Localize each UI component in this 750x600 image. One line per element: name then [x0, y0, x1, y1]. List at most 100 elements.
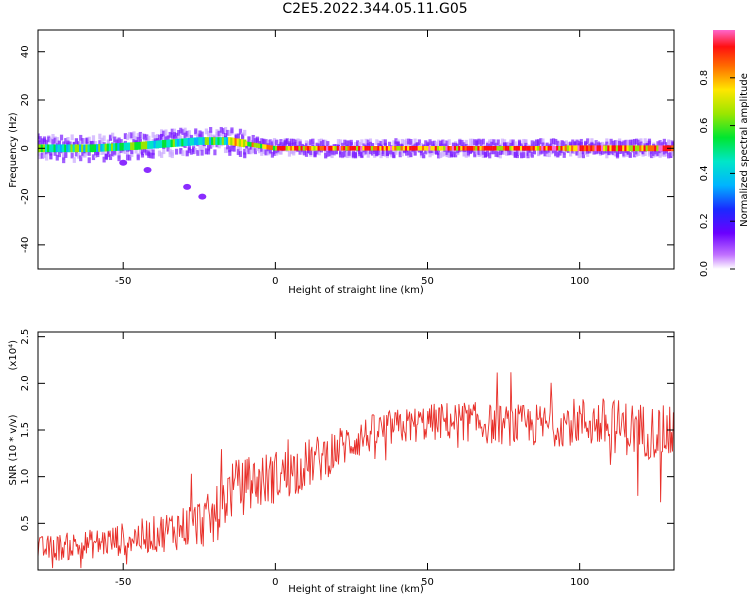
spectral-ridge-cell	[272, 145, 277, 151]
spectral-halo-cell	[298, 148, 302, 155]
spectral-halo-cell	[664, 142, 669, 148]
spectral-ridge-cell	[204, 137, 209, 145]
spectral-ridge-cell	[119, 142, 123, 151]
spectral-halo-cell	[281, 142, 285, 149]
spectral-halo-cell	[443, 150, 447, 156]
spectral-ridge-cell	[330, 145, 334, 151]
spectral-halo-cell	[445, 149, 449, 155]
spectral-halo-cell	[74, 138, 79, 145]
spectral-ridge-cell	[332, 145, 336, 151]
spectral-ridge-cell	[51, 144, 55, 153]
spectral-ridge-cell	[228, 137, 232, 145]
spectral-halo-cell	[66, 136, 70, 143]
spectral-halo-cell	[498, 149, 502, 155]
spectral-halo-cell	[586, 138, 590, 145]
spectral-halo-cell	[147, 135, 151, 142]
spectral-ridge-cell	[355, 145, 360, 151]
spectral-halo-cell	[236, 133, 240, 140]
spectral-halo-cell	[164, 136, 168, 143]
spectral-halo-cell	[79, 134, 83, 141]
spectral-halo-cell	[181, 129, 185, 135]
spectral-ridge-cell	[466, 145, 471, 151]
spectral-halo-cell	[664, 150, 669, 157]
spectral-halo-cell	[347, 140, 351, 147]
spectral-halo-cell	[136, 137, 140, 143]
spectral-halo-cell	[460, 139, 464, 146]
spectral-halo-cell	[366, 142, 370, 149]
spectral-halo-cell	[113, 136, 117, 143]
spectral-ridge-cell	[121, 142, 126, 151]
spectral-halo-cell	[223, 133, 228, 139]
spectral-ridge-cell	[102, 143, 106, 152]
spectral-halo-cell	[160, 133, 164, 140]
spectral-halo-cell	[324, 152, 328, 159]
spectral-ridge-cell	[545, 145, 549, 151]
spectral-halo-cell	[179, 127, 183, 134]
spectral-halo-cell	[575, 139, 579, 146]
spectral-halo-cell	[641, 148, 645, 155]
spectral-ridge-cell	[191, 137, 196, 146]
spectral-halo-cell	[360, 139, 364, 146]
spectral-ridge-cell	[394, 145, 398, 151]
spectral-ridge-cell	[509, 145, 513, 151]
spectral-halo-cell	[441, 150, 445, 157]
spectral-ridge-cell	[240, 139, 245, 147]
spectral-ridge-cell	[436, 145, 441, 151]
spectral-halo-cell	[669, 152, 673, 158]
spectral-halo-cell	[511, 141, 515, 148]
spectral-halo-cell	[91, 140, 96, 147]
spectral-ridge-cell	[61, 144, 66, 153]
spectral-halo-cell	[671, 140, 674, 147]
spectral-halo-cell	[85, 138, 89, 145]
spectral-halo-cell	[292, 142, 296, 149]
spectral-halo-cell	[324, 139, 328, 146]
spectral-halo-cell	[130, 151, 134, 158]
spectral-halo-cell	[405, 141, 409, 147]
spectral-halo-cell	[270, 151, 275, 158]
spectral-halo-cell	[138, 131, 142, 138]
spectral-halo-cell	[108, 154, 113, 161]
spectral-halo-cell	[117, 149, 121, 156]
spectral-ridge-cell	[456, 145, 460, 151]
spectral-ridge-cell	[549, 145, 554, 151]
spectral-halo-cell	[272, 138, 277, 144]
spectral-halo-cell	[353, 151, 358, 158]
spectral-halo-cell	[221, 128, 226, 134]
spectral-halo-cell	[345, 140, 349, 147]
spectral-ridge-cell	[368, 145, 373, 151]
spectral-halo-cell	[160, 129, 164, 136]
spectral-halo-cell	[230, 145, 234, 152]
spectral-halo-cell	[573, 141, 577, 148]
spectral-halo-cell	[309, 139, 313, 146]
spectral-halo-cell	[575, 149, 579, 156]
spectral-ridge-cell	[421, 145, 426, 151]
spectral-ridge-cell	[155, 140, 160, 149]
spectral-halo-cell	[577, 140, 581, 147]
spectral-halo-cell	[215, 129, 219, 136]
spectral-halo-cell	[179, 147, 183, 154]
spectral-halo-cell	[238, 151, 243, 157]
spectral-halo-cell	[87, 150, 91, 156]
spectral-ridge-cell	[590, 145, 594, 152]
spectral-halo-cell	[266, 140, 270, 146]
spectral-halo-cell	[260, 145, 264, 152]
spectral-halo-cell	[494, 142, 498, 149]
spectral-halo-cell	[128, 154, 132, 161]
spectral-halo-cell	[620, 141, 624, 148]
spectral-halo-cell	[53, 150, 57, 156]
spectral-halo-cell	[53, 137, 57, 144]
spectral-halo-cell	[64, 152, 68, 158]
spectral-halo-cell	[503, 139, 507, 146]
spectral-halo-cell	[381, 150, 385, 157]
spectral-ridge-cell	[166, 139, 170, 148]
spectral-ridge-cell	[620, 145, 624, 152]
spectral-halo-cell	[209, 142, 213, 149]
spectral-halo-cell	[341, 142, 345, 149]
spectral-halo-cell	[117, 155, 121, 162]
spectral-ridge-cell	[458, 145, 462, 151]
spectral-ridge-cell	[257, 143, 262, 149]
spectral-ridge-cell	[362, 145, 366, 151]
spectral-ridge-cell	[534, 145, 539, 151]
spectral-ridge-cell	[438, 145, 443, 151]
spectral-halo-cell	[635, 148, 639, 155]
